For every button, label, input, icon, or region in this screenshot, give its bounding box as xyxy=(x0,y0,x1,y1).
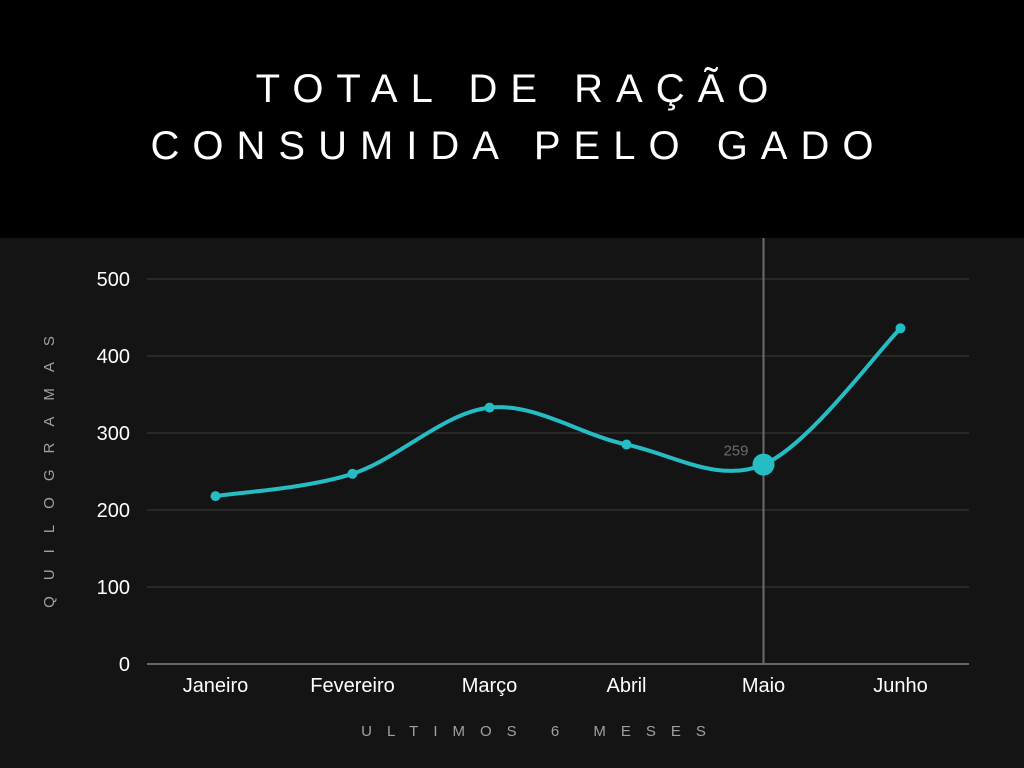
header-band: TOTAL DE RAÇÃO CONSUMIDA PELO GADO xyxy=(0,0,1024,238)
x-axis-title: ULTIMOS 6 MESES xyxy=(361,723,721,740)
x-tick-label: Janeiro xyxy=(183,675,249,697)
x-tick-label: Junho xyxy=(873,675,928,697)
data-points xyxy=(210,323,906,502)
y-tick-label: 0 xyxy=(119,654,130,676)
y-tick-label: 200 xyxy=(97,500,130,522)
data-value-label: 259 xyxy=(723,443,748,460)
x-tick-label: Março xyxy=(462,675,518,697)
x-tick-label: Maio xyxy=(742,675,785,697)
data-point[interactable] xyxy=(621,439,632,450)
y-tick-labels: 0 100 200 300 400 500 xyxy=(97,269,130,676)
y-tick-label: 500 xyxy=(97,269,130,291)
gridlines xyxy=(147,278,969,665)
x-tick-label: Abril xyxy=(606,675,646,697)
data-point[interactable] xyxy=(484,402,495,413)
plot-area xyxy=(0,238,1024,768)
x-tick-labels: Janeiro Fevereiro Março Abril Maio Junho xyxy=(183,675,928,697)
data-point[interactable] xyxy=(347,468,358,479)
value-annotations: 259 xyxy=(723,443,748,460)
data-point[interactable] xyxy=(895,323,906,334)
y-tick-label: 400 xyxy=(97,346,130,368)
chart-title: TOTAL DE RAÇÃO CONSUMIDA PELO GADO xyxy=(150,67,887,168)
data-point-highlighted[interactable] xyxy=(752,453,775,476)
y-tick-label: 300 xyxy=(97,423,130,445)
y-axis-title: QUILOGRAMAS xyxy=(41,320,58,608)
series-line xyxy=(213,326,903,499)
data-point[interactable] xyxy=(210,491,221,502)
y-tick-label: 100 xyxy=(97,577,130,599)
series-path xyxy=(213,326,903,499)
x-tick-label: Fevereiro xyxy=(310,675,394,697)
